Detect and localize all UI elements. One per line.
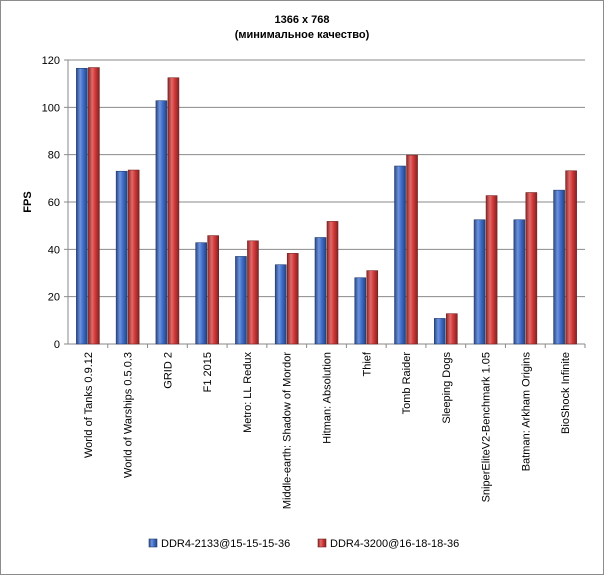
legend-label: DDR4-2133@15-15-15-36 [161, 538, 290, 550]
bar [354, 277, 367, 345]
legend: DDR4-2133@15-15-15-36 DDR4-3200@16-18-18-… [148, 538, 459, 550]
y-axis-title: FPS [22, 191, 34, 212]
bar [76, 67, 88, 345]
bar [326, 221, 339, 345]
x-tick-label: BioShock Infinite [560, 352, 572, 434]
chart-subtitle: (минимальное качество) [235, 29, 370, 41]
y-tick-label: 100 [42, 102, 60, 114]
y-tick-label: 40 [48, 244, 60, 256]
x-tick-label: World of Warships 0.5.0.3 [123, 352, 135, 478]
x-tick-label: F1 2015 [202, 352, 214, 392]
bar [274, 264, 287, 345]
y-tick-label: 80 [48, 150, 60, 162]
bar [394, 165, 406, 345]
x-tick-label: Thief [361, 351, 373, 376]
x-tick-label: World of Tanks 0.9.12 [83, 352, 95, 458]
bar [247, 240, 259, 345]
bar [155, 100, 168, 345]
x-tick-label: Tomb Raider [401, 352, 413, 415]
x-tick-label: Middle-earth: Shadow of Mordor [282, 352, 294, 509]
y-tick-label: 0 [54, 339, 60, 351]
y-tick-label: 20 [48, 292, 60, 304]
bar [485, 195, 498, 345]
bar [195, 242, 207, 345]
bar [473, 219, 486, 345]
plot-area: 0 20 40 60 80 100 120 World of Tanks 0.9.12 Worl… [42, 55, 586, 509]
bar [235, 256, 247, 345]
bar [565, 170, 577, 345]
bar [127, 169, 140, 345]
bar [207, 235, 219, 345]
y-tick-label: 60 [48, 197, 60, 209]
legend-swatch [148, 538, 158, 548]
bar [314, 237, 327, 345]
bar [286, 253, 299, 345]
bar [446, 313, 458, 345]
chart-title: 1366 x 768 [274, 14, 329, 26]
x-tick-label: Hitman: Absolution [322, 352, 334, 444]
bar [513, 219, 526, 345]
legend-label: DDR4-3200@16-18-18-36 [330, 538, 459, 550]
x-tick-label: SniperEliteV2-Benchmark 1.05 [481, 352, 493, 502]
bar [115, 170, 128, 345]
bar [167, 77, 180, 345]
bar [525, 192, 538, 345]
bar [366, 270, 379, 345]
x-tick-label: Sleeping Dogs [441, 352, 453, 424]
bar [406, 154, 418, 345]
legend-swatch [317, 538, 327, 548]
bar [434, 318, 446, 345]
x-tick-label: Batman: Arkham Origins [520, 352, 532, 472]
x-tick-label: GRID 2 [162, 352, 174, 389]
bar [88, 67, 100, 345]
x-tick-label: Metro: LL Redux [242, 352, 254, 433]
y-tick-label: 120 [42, 55, 60, 67]
bar [553, 189, 565, 345]
